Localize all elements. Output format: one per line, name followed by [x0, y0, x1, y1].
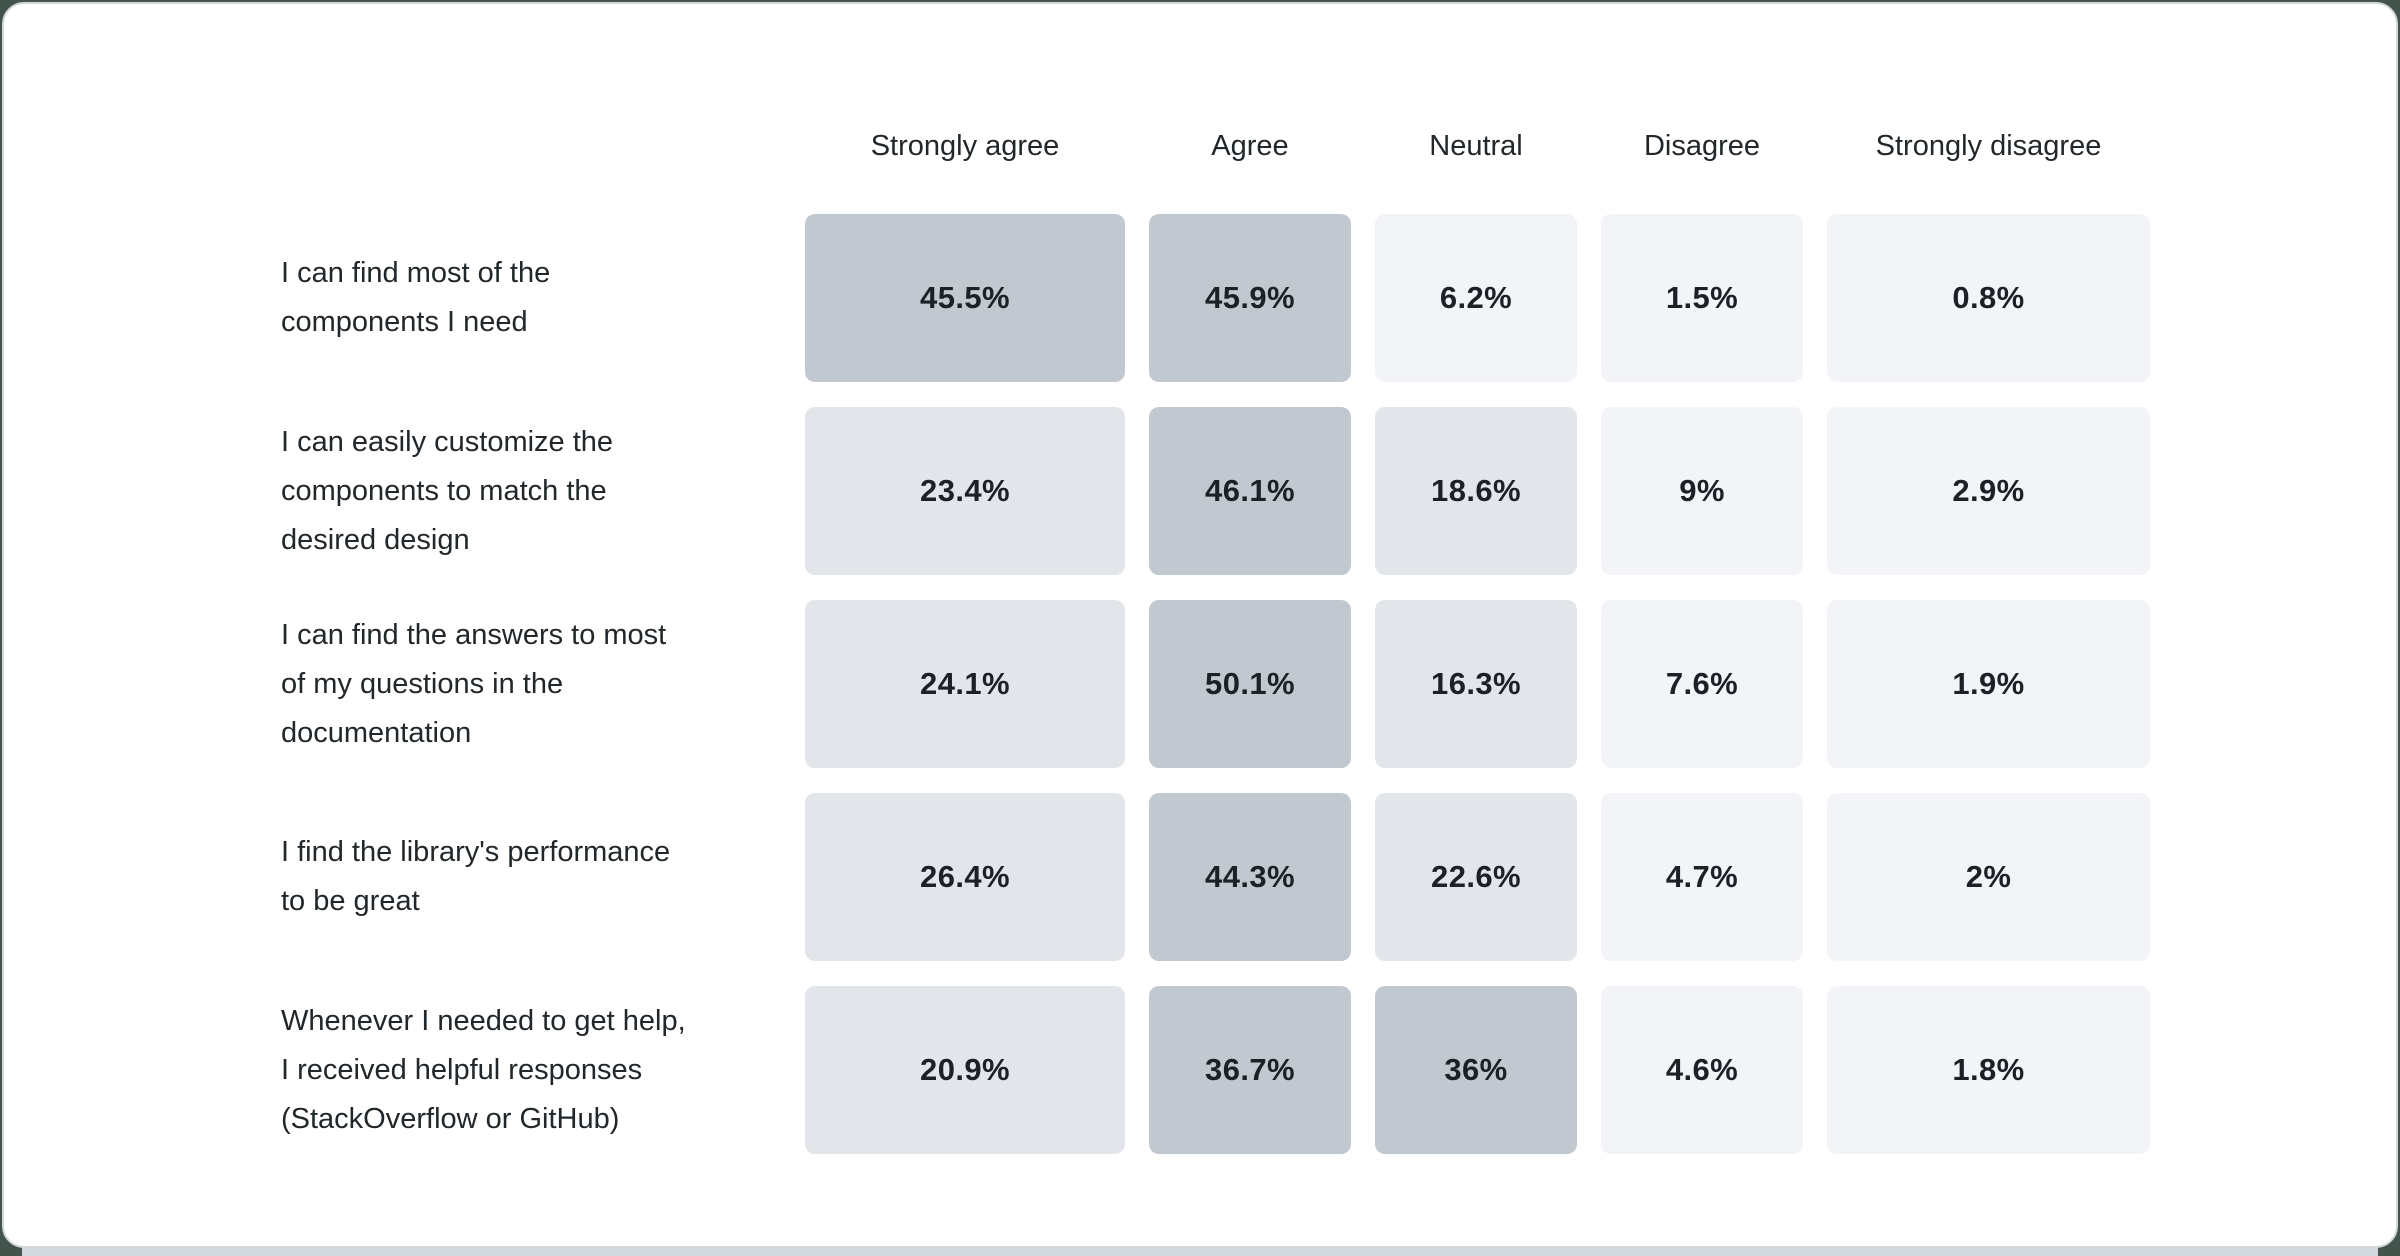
row-label: I find the library's performance to be gr… — [281, 793, 781, 961]
row-label-line: (StackOverflow or GitHub) — [281, 1102, 620, 1135]
row-label-line: desired design — [281, 523, 470, 556]
column-header: Strongly agree — [870, 130, 1060, 162]
value-cell: 7.6% — [1601, 600, 1803, 768]
value-cell: 44.3% — [1149, 793, 1351, 961]
row-label-line: components I need — [281, 306, 528, 338]
column-header: Strongly disagree — [1875, 130, 2102, 162]
survey-heatmap: Strongly agree Agree Neutral Disagree Strong… — [281, 104, 2150, 1154]
column-header: Neutral — [1429, 130, 1523, 162]
value-cell: 1.8% — [1827, 986, 2150, 1154]
row-label-line: I received helpful responses — [281, 1053, 643, 1086]
value-cell: 22.6% — [1375, 793, 1577, 961]
column-header: Disagree — [1643, 130, 1761, 162]
value-cell: 50.1% — [1149, 600, 1351, 768]
row-label: Whenever I needed to get help, I received… — [281, 986, 781, 1154]
value-cell: 6.2% — [1375, 214, 1577, 382]
value-cell: 4.7% — [1601, 793, 1803, 961]
row-label: I can find most of the components I need — [281, 214, 781, 382]
row-label-line: documentation — [281, 716, 472, 749]
row-label-line: I can find most of the — [281, 257, 551, 289]
row-label: I can easily customize the components to … — [281, 407, 781, 575]
value-cell: 2.9% — [1827, 407, 2150, 575]
value-cell: 2% — [1827, 793, 2150, 961]
row-label-line: Whenever I needed to get help, — [281, 1004, 686, 1037]
value-cell: 24.1% — [805, 600, 1125, 768]
value-cell: 45.5% — [805, 214, 1125, 382]
value-cell: 45.9% — [1149, 214, 1351, 382]
row-label: I can find the answers to most of my ques… — [281, 600, 781, 768]
value-cell: 23.4% — [805, 407, 1125, 575]
column-header: Agree — [1211, 130, 1289, 162]
row-label-line: I can find the answers to most — [281, 618, 667, 651]
value-cell: 1.9% — [1827, 600, 2150, 768]
value-cell: 16.3% — [1375, 600, 1577, 768]
value-cell: 18.6% — [1375, 407, 1577, 575]
row-label-line: components to match the — [281, 474, 607, 507]
value-cell: 1.5% — [1601, 214, 1803, 382]
bottom-strip — [22, 1247, 2378, 1256]
value-cell: 26.4% — [805, 793, 1125, 961]
value-cell: 9% — [1601, 407, 1803, 575]
value-cell: 46.1% — [1149, 407, 1351, 575]
row-label-line: of my questions in the — [281, 667, 564, 700]
row-label-line: to be great — [281, 885, 420, 917]
corner-spacer — [281, 104, 781, 189]
value-cell: 36.7% — [1149, 986, 1351, 1154]
value-cell: 0.8% — [1827, 214, 2150, 382]
row-label-line: I can easily customize the — [281, 425, 614, 458]
row-label-line: I find the library's performance — [281, 836, 671, 868]
value-cell: 20.9% — [805, 986, 1125, 1154]
value-cell: 4.6% — [1601, 986, 1803, 1154]
value-cell: 36% — [1375, 986, 1577, 1154]
